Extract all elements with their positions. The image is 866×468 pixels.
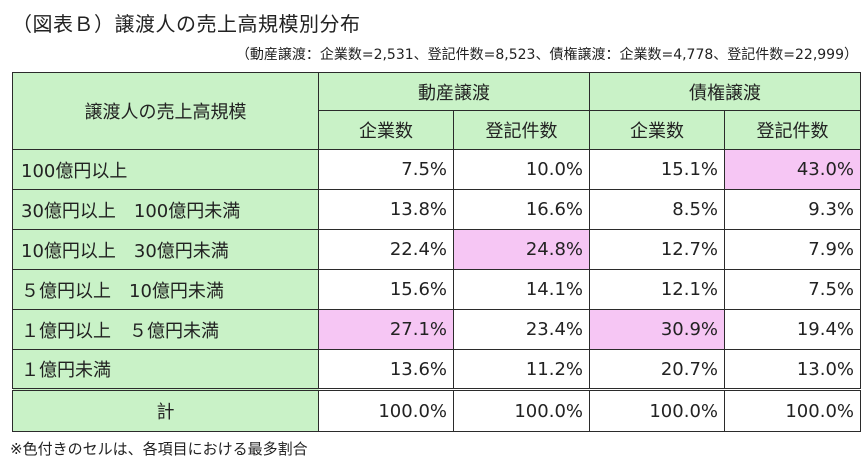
total-row: 計 100.0% 100.0% 100.0% 100.0% <box>12 388 861 432</box>
col-header-companies-2: 企業数 <box>589 110 725 150</box>
cell-value: 19.4% <box>724 309 861 350</box>
page-title: （図表Ｂ）譲渡人の売上高規模別分布 <box>12 12 361 36</box>
total-value: 100.0% <box>318 388 454 432</box>
row-label: 100億円以上 <box>12 149 319 190</box>
cell-value: 12.7% <box>589 229 725 270</box>
cell-value-highlighted: 24.8% <box>453 229 590 270</box>
table-row: １億円未満 13.6% 11.2% 20.7% 13.0% <box>12 349 861 390</box>
cell-value: 15.1% <box>589 149 725 190</box>
cell-value: 14.1% <box>453 269 590 310</box>
cell-value: 7.5% <box>318 149 454 190</box>
footnote: ※色付きのセルは、各項目における最多割合 <box>10 440 308 458</box>
total-value: 100.0% <box>724 388 861 432</box>
cell-value: 13.8% <box>318 189 454 230</box>
total-value: 100.0% <box>589 388 725 432</box>
cell-value: 11.2% <box>453 349 590 390</box>
col-header-registrations-1: 登記件数 <box>453 110 590 150</box>
total-value: 100.0% <box>453 388 590 432</box>
receivable-transfer-header: 債権譲渡 <box>589 72 861 111</box>
table-row: ５億円以上 10億円未満 15.6% 14.1% 12.1% 7.5% <box>12 269 861 310</box>
movable-transfer-header: 動産譲渡 <box>318 72 590 111</box>
cell-value: 16.6% <box>453 189 590 230</box>
table-row: 10億円以上 30億円未満 22.4% 24.8% 12.7% 7.9% <box>12 229 861 270</box>
col-header-registrations-2: 登記件数 <box>724 110 861 150</box>
row-label: 30億円以上 100億円未満 <box>12 189 319 230</box>
cell-value: 10.0% <box>453 149 590 190</box>
sample-size-note: （動産譲渡：企業数=2,531、登記件数=8,523、債権譲渡：企業数=4,77… <box>235 47 858 63</box>
cell-value: 22.4% <box>318 229 454 270</box>
row-label: 10億円以上 30億円未満 <box>12 229 319 270</box>
cell-value: 8.5% <box>589 189 725 230</box>
row-label-header: 譲渡人の売上高規模 <box>12 72 319 150</box>
cell-value: 13.0% <box>724 349 861 390</box>
cell-value: 13.6% <box>318 349 454 390</box>
cell-value: 9.3% <box>724 189 861 230</box>
table-header-col-row: 企業数 登記件数 企業数 登記件数 <box>13 110 861 150</box>
table-row: １億円以上 ５億円未満 27.1% 23.4% 30.9% 19.4% <box>12 309 861 350</box>
table-row: 100億円以上 7.5% 10.0% 15.1% 43.0% <box>12 149 861 190</box>
distribution-table: 譲渡人の売上高規模 動産譲渡 債権譲渡 企業数 登記件数 企業数 登記件数 10… <box>12 72 861 432</box>
col-header-companies-1: 企業数 <box>318 110 454 150</box>
cell-value: 23.4% <box>453 309 590 350</box>
cell-value: 20.7% <box>589 349 725 390</box>
row-label: ５億円以上 10億円未満 <box>12 269 319 310</box>
cell-value: 7.5% <box>724 269 861 310</box>
cell-value-highlighted: 30.9% <box>589 309 725 350</box>
row-label: １億円以上 ５億円未満 <box>12 309 319 350</box>
table-row: 30億円以上 100億円未満 13.8% 16.6% 8.5% 9.3% <box>12 189 861 230</box>
cell-value: 12.1% <box>589 269 725 310</box>
cell-value-highlighted: 43.0% <box>724 149 861 190</box>
row-label: １億円未満 <box>12 349 319 390</box>
cell-value-highlighted: 27.1% <box>318 309 454 350</box>
cell-value: 15.6% <box>318 269 454 310</box>
total-label: 計 <box>12 388 319 432</box>
cell-value: 7.9% <box>724 229 861 270</box>
table-header-group-row: 譲渡人の売上高規模 動産譲渡 債権譲渡 <box>12 72 861 150</box>
